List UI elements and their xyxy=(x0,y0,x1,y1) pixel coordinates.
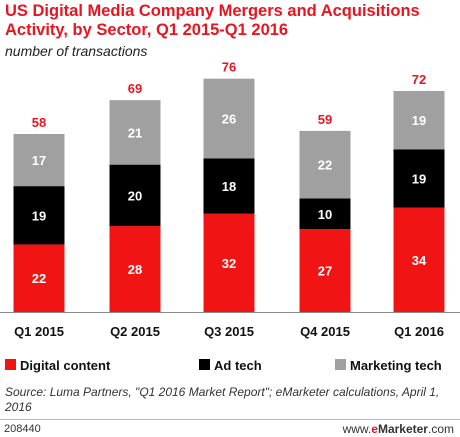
value-label-marketing-tech: 19 xyxy=(412,113,426,128)
bar-segment-ad-tech xyxy=(109,164,161,227)
x-tick-label: Q4 2015 xyxy=(300,324,350,339)
brand-com: .com xyxy=(427,422,454,436)
brand-logo: www.eMarketer.com xyxy=(343,422,454,436)
legend-label-ad-tech: Ad tech xyxy=(214,358,262,373)
value-label-marketing-tech: 22 xyxy=(318,158,332,173)
bar-segment-marketing-tech xyxy=(13,133,65,187)
bar-segment-digital-content xyxy=(13,244,65,312)
legend-swatch-marketing-tech xyxy=(335,359,346,370)
legend-swatch-digital-content xyxy=(5,359,16,370)
value-label-ad-tech: 18 xyxy=(222,179,236,194)
value-label-digital-content: 27 xyxy=(318,264,332,279)
value-label-ad-tech: 19 xyxy=(412,171,426,186)
bar-segment-digital-content xyxy=(393,207,445,312)
bar-segment-marketing-tech xyxy=(299,130,351,199)
total-label: 59 xyxy=(318,112,332,127)
value-label-marketing-tech: 17 xyxy=(32,153,46,168)
total-label: 76 xyxy=(222,60,236,75)
bar-segment-digital-content xyxy=(203,213,255,312)
value-label-marketing-tech: 26 xyxy=(222,112,236,127)
bar-segment-marketing-tech xyxy=(109,100,161,165)
bar-segment-ad-tech xyxy=(393,149,445,208)
value-label-marketing-tech: 21 xyxy=(128,125,142,140)
value-label-digital-content: 32 xyxy=(222,256,236,271)
total-label: 58 xyxy=(32,115,46,130)
bar-segment-digital-content xyxy=(109,226,161,312)
value-label-digital-content: 34 xyxy=(412,253,427,268)
brand-www: www. xyxy=(342,422,372,436)
stacked-bar-chart: 22 19 17 58 Q1 2015 28 20 21 69 Q2 2015 32 18 26 76 Q3… xyxy=(0,60,460,339)
bar-segment-ad-tech xyxy=(299,198,351,230)
bar-segment-marketing-tech xyxy=(393,90,445,150)
total-label: 69 xyxy=(128,81,142,96)
bar-segment-ad-tech xyxy=(13,186,65,245)
legend-label-marketing-tech: Marketing tech xyxy=(350,358,442,373)
value-label-digital-content: 22 xyxy=(32,271,46,286)
legend-swatch-ad-tech xyxy=(199,359,210,370)
x-tick-label: Q2 2015 xyxy=(110,324,160,339)
bar-segment-marketing-tech xyxy=(203,78,255,159)
value-label-ad-tech: 10 xyxy=(318,207,332,222)
chart-id: 208440 xyxy=(4,423,41,435)
value-label-ad-tech: 19 xyxy=(32,208,46,223)
value-label-ad-tech: 20 xyxy=(128,188,142,203)
x-tick-label: Q1 2015 xyxy=(14,324,64,339)
x-tick-label: Q3 2015 xyxy=(204,324,254,339)
legend-label-digital-content: Digital content xyxy=(20,358,111,373)
brand-marketer: Marketer xyxy=(377,422,428,436)
value-label-digital-content: 28 xyxy=(128,262,142,277)
bar-segment-digital-content xyxy=(299,229,351,312)
source-note: Source: Luma Partners, "Q1 2016 Market R… xyxy=(5,385,440,414)
bar-segment-ad-tech xyxy=(203,158,255,214)
total-label: 72 xyxy=(412,72,426,87)
brand-e: e xyxy=(371,422,378,436)
chart-title: US Digital Media Company Mergers and Acq… xyxy=(5,2,420,39)
x-tick-label: Q1 2016 xyxy=(394,324,444,339)
chart-subtitle: number of transactions xyxy=(5,43,148,59)
footer-divider xyxy=(0,419,460,420)
